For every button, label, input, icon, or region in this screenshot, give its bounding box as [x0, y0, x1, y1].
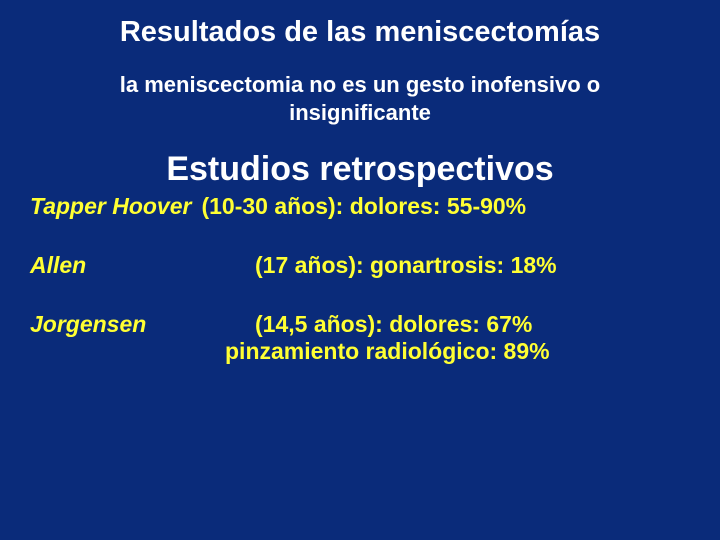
study-author: Jorgensen — [30, 311, 225, 338]
study-row: Tapper Hoover (10-30 años): dolores: 55-… — [0, 191, 720, 222]
section-heading: Estudios retrospectivos — [0, 146, 720, 191]
study-finding-line: pinzamiento radiológico: 89% — [225, 338, 690, 365]
slide-title: Resultados de las meniscectomías — [0, 8, 720, 71]
study-author: Tapper Hoover — [30, 193, 191, 220]
slide-subtitle: la meniscectomia no es un gesto inofensi… — [0, 71, 720, 146]
study-finding: (10-30 años): dolores: 55-90% — [191, 193, 690, 220]
study-finding: (17 años): gonartrosis: 18% — [225, 252, 690, 279]
study-finding-group: (14,5 años): dolores: 67% pinzamiento ra… — [225, 311, 690, 365]
study-finding-line: (14,5 años): dolores: 67% — [225, 311, 690, 338]
study-row: Jorgensen (14,5 años): dolores: 67% pinz… — [0, 309, 720, 367]
study-row: Allen (17 años): gonartrosis: 18% — [0, 250, 720, 281]
study-author: Allen — [30, 252, 225, 279]
